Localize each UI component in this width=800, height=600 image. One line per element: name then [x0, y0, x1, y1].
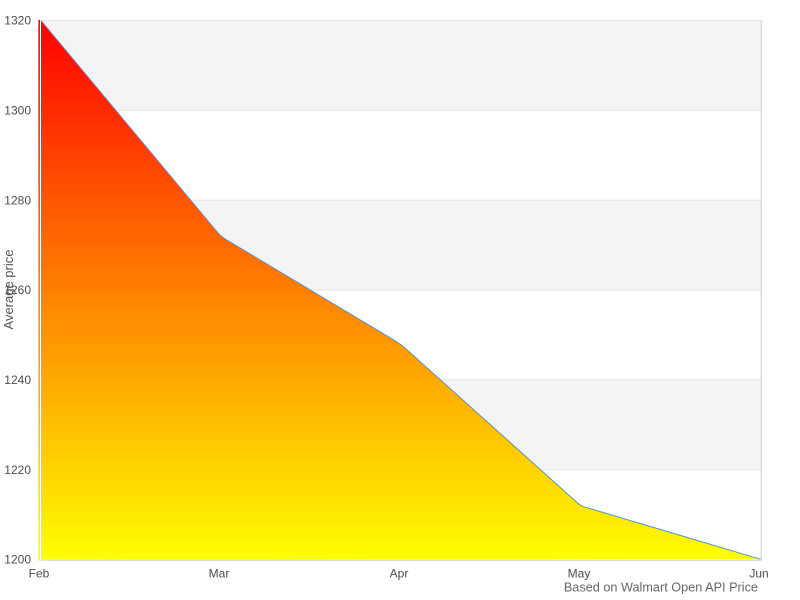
svg-text:Jun: Jun [749, 567, 768, 581]
svg-text:1200: 1200 [4, 553, 31, 567]
svg-text:Feb: Feb [29, 567, 50, 581]
svg-text:1280: 1280 [4, 193, 31, 207]
svg-text:Average price: Average price [1, 250, 16, 330]
svg-text:Based on Walmart Open API Pric: Based on Walmart Open API Price [564, 581, 758, 595]
svg-text:1220: 1220 [4, 463, 31, 477]
svg-text:1260: 1260 [4, 283, 31, 297]
svg-text:Apr: Apr [390, 567, 409, 581]
svg-text:May: May [568, 567, 591, 581]
svg-text:1300: 1300 [4, 103, 31, 117]
svg-text:Mar: Mar [209, 567, 230, 581]
svg-text:1240: 1240 [4, 373, 31, 387]
svg-text:1320: 1320 [4, 14, 31, 28]
